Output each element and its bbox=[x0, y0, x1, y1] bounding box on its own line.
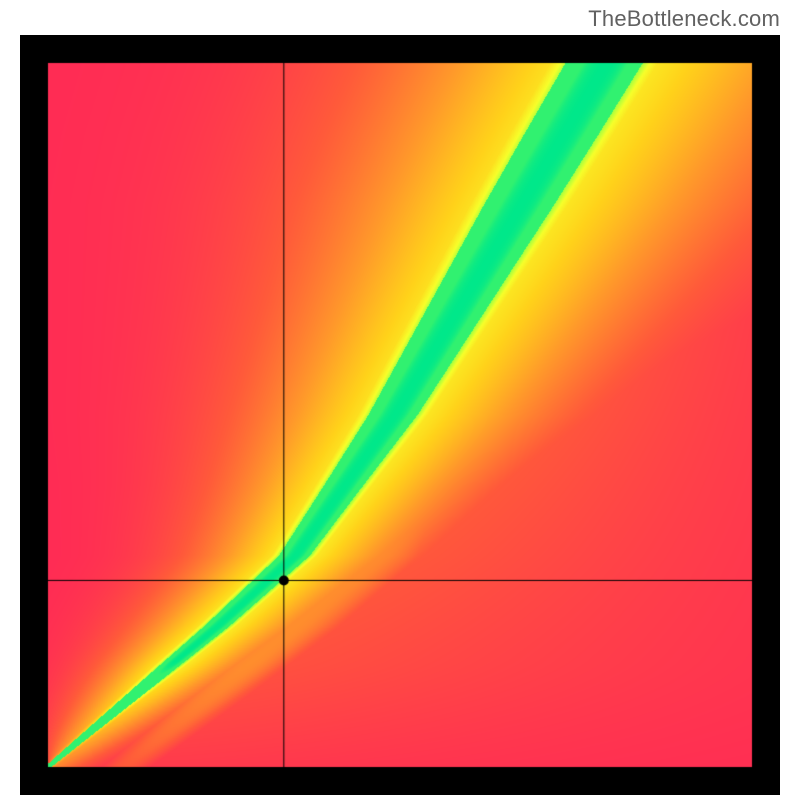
bottleneck-heatmap bbox=[20, 35, 780, 795]
stage: TheBottleneck.com bbox=[0, 0, 800, 800]
watermark-text: TheBottleneck.com bbox=[588, 6, 780, 32]
